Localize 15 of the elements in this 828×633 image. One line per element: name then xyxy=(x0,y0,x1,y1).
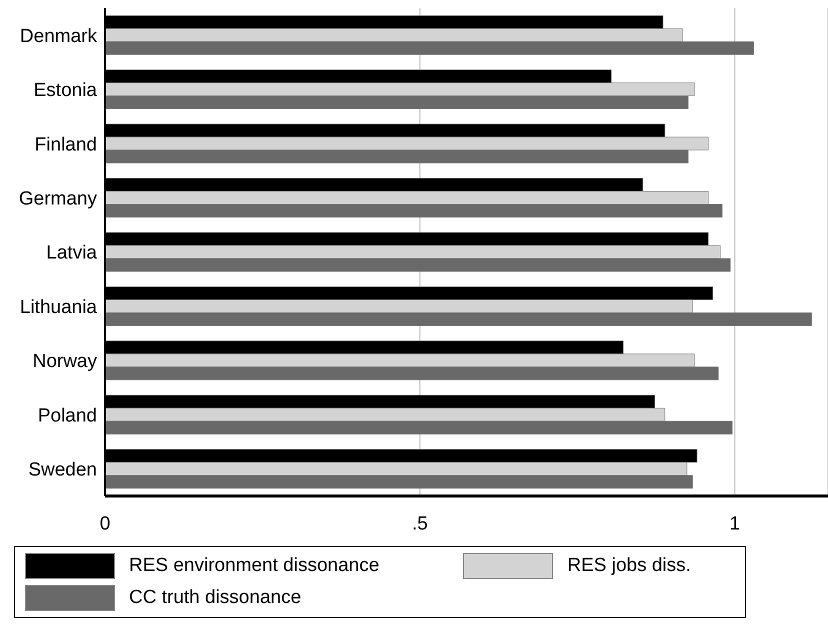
y-tick-label: Norway xyxy=(32,351,98,372)
y-tick-label: Finland xyxy=(34,134,97,156)
x-tick-label: .5 xyxy=(412,513,428,534)
y-tick-label: Germany xyxy=(18,188,98,210)
y-tick-label: Lithuania xyxy=(20,296,98,318)
y-tick-label: Estonia xyxy=(34,80,98,102)
legend-label: RES environment dissonance xyxy=(129,555,380,577)
y-tick-label: Poland xyxy=(38,405,97,426)
legend-label: CC truth dissonance xyxy=(129,587,302,609)
legend-label: RES jobs diss. xyxy=(567,555,691,577)
y-tick-label: Denmark xyxy=(20,26,98,47)
y-tick-label: Latvia xyxy=(46,242,98,264)
x-tick-label: 0 xyxy=(100,513,110,534)
x-tick-label: 1 xyxy=(730,513,740,534)
y-tick-label: Sweden xyxy=(28,460,97,481)
